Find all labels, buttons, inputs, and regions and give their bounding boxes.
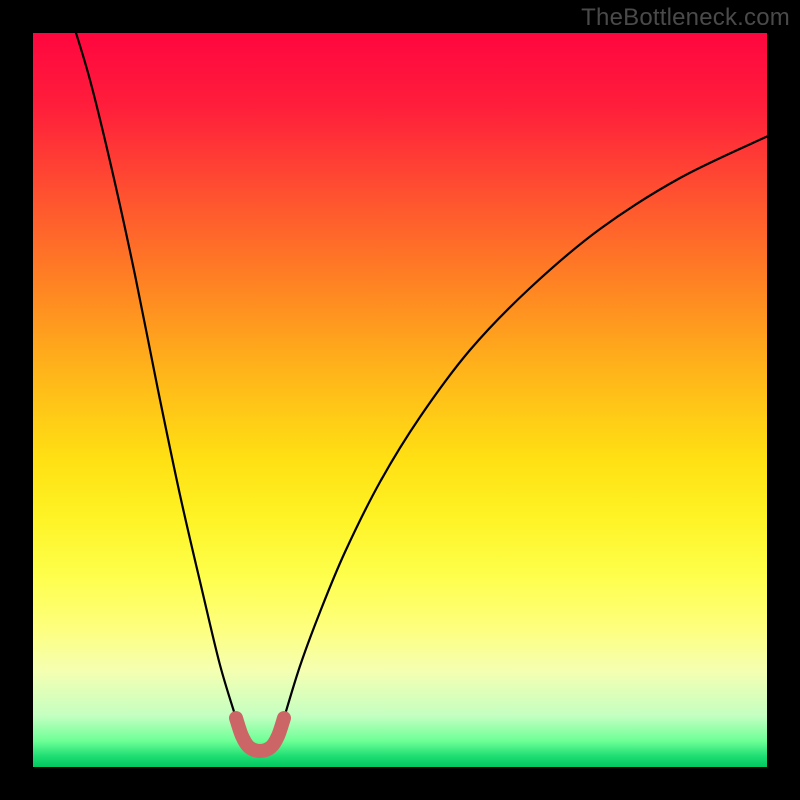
curve-layer: [0, 0, 800, 800]
watermark-text: TheBottleneck.com: [581, 4, 790, 32]
curve-left-branch: [71, 17, 237, 722]
chart-stage: TheBottleneck.com: [0, 0, 800, 800]
curve-marker-u: [236, 718, 284, 751]
curve-right-branch: [283, 136, 768, 722]
